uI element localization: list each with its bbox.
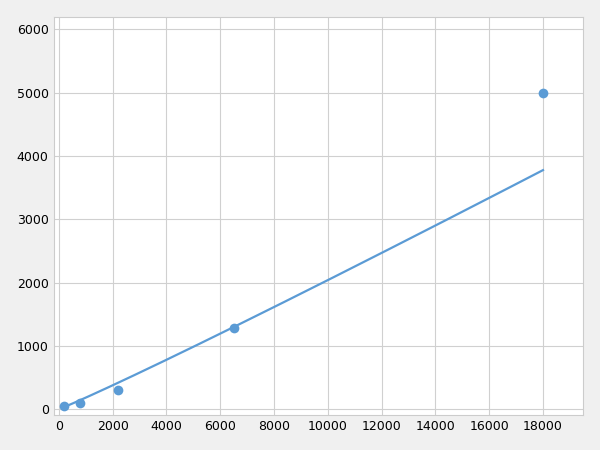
Point <box>538 89 548 96</box>
Point <box>113 386 123 393</box>
Point <box>76 399 85 406</box>
Point <box>59 402 69 410</box>
Point <box>229 324 239 332</box>
